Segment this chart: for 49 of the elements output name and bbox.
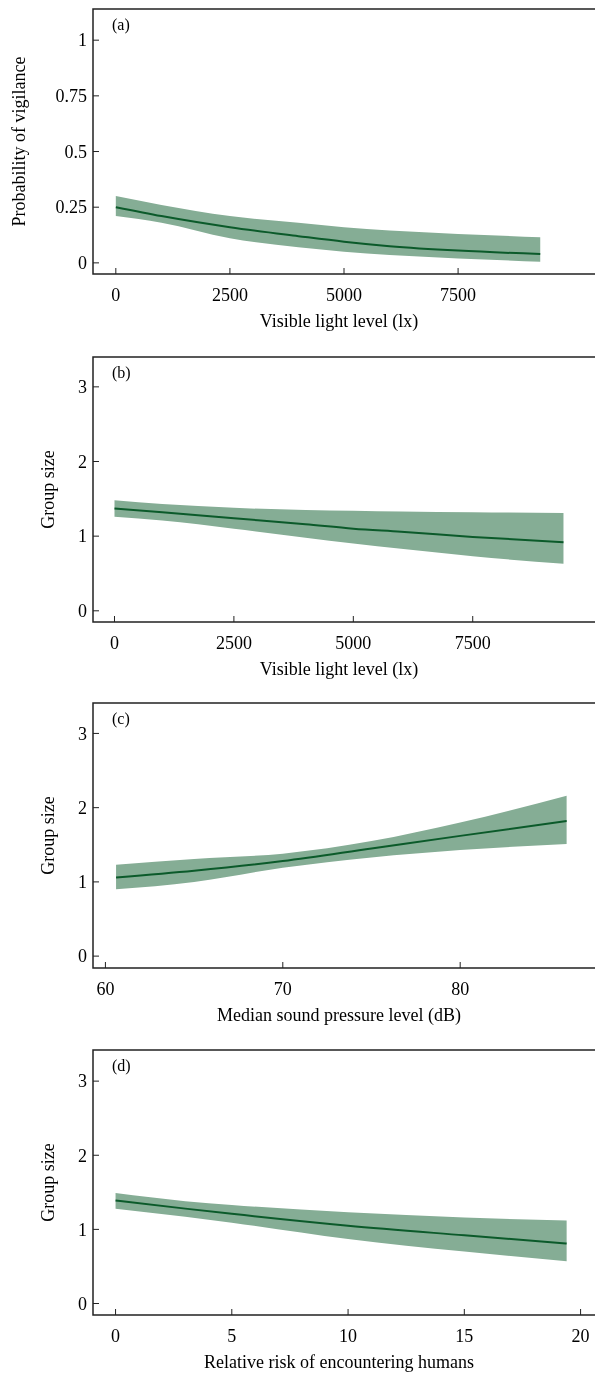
x-axis-title: Visible light level (lx) — [259, 659, 419, 680]
y-tick-label: 1 — [78, 30, 87, 51]
y-tick-label: 3 — [78, 723, 87, 744]
x-tick-label: 5000 — [326, 285, 362, 305]
y-tick-label: 3 — [78, 1071, 87, 1092]
x-tick-label: 7500 — [454, 633, 491, 653]
y-tick-label: 0 — [78, 601, 87, 622]
x-tick-label: 10 — [339, 1326, 358, 1346]
x-tick-label: 0 — [111, 1326, 121, 1346]
x-tick-label: 2500 — [211, 285, 248, 305]
x-tick-label: 0 — [111, 285, 121, 305]
y-tick-label: 1 — [78, 526, 87, 547]
annotation: (c) — [112, 710, 130, 728]
x-tick-label: 5000 — [335, 633, 372, 653]
y-tick-label: 0 — [78, 1293, 87, 1314]
y-tick-label: 0 — [78, 253, 87, 274]
x-axis-title: Relative risk of encountering humans — [204, 1352, 474, 1372]
annotation: (d) — [112, 1057, 131, 1075]
y-tick-label: 2 — [78, 1145, 87, 1166]
y-axis-title: Group size — [37, 1143, 58, 1222]
x-tick-label: 20 — [571, 1326, 590, 1346]
x-tick-label: 60 — [96, 979, 115, 999]
x-tick-label: 80 — [451, 979, 470, 999]
x-tick-label: 2500 — [215, 633, 252, 653]
y-tick-label: 2 — [78, 451, 87, 472]
line-series — [114, 206, 542, 255]
y-tick-label: 0.5 — [64, 141, 87, 162]
annotation: (b) — [112, 364, 131, 382]
x-tick-label: 0 — [109, 633, 119, 653]
x-tick-label: 15 — [455, 1326, 474, 1346]
x-axis-title: Median sound pressure level (dB) — [217, 1005, 461, 1026]
line-series — [113, 507, 565, 544]
x-tick-label: 5 — [227, 1326, 237, 1346]
line-series — [115, 820, 568, 879]
line-series — [114, 1199, 568, 1245]
y-tick-label: 1 — [78, 872, 87, 893]
y-tick-label: 0 — [78, 946, 87, 967]
x-axis-title: Visible light level (lx) — [259, 311, 419, 332]
x-tick-label: 7500 — [440, 285, 477, 305]
y-tick-label: 0.75 — [55, 86, 87, 107]
x-tick-label: 70 — [273, 979, 292, 999]
y-tick-label: 3 — [78, 377, 87, 398]
y-axis-title: Probability of vigilance — [9, 56, 30, 227]
y-tick-label: 2 — [78, 797, 87, 818]
y-tick-label: 1 — [78, 1219, 87, 1240]
y-axis-title: Group size — [37, 796, 58, 875]
y-tick-label: 0.25 — [55, 197, 87, 218]
y-axis-title: Group size — [37, 450, 58, 529]
annotation: (a) — [112, 16, 130, 34]
